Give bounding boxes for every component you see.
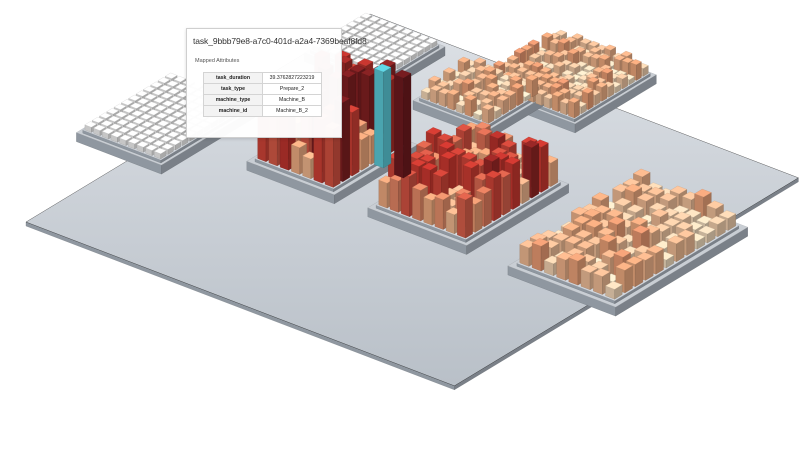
selected-task-bar[interactable] [374, 63, 392, 169]
attribute-value: Prepare_2 [262, 83, 322, 95]
task-bar[interactable] [394, 69, 412, 179]
task-bar[interactable] [485, 170, 502, 222]
task-bar[interactable] [592, 268, 611, 295]
attribute-row: machine_id Machine_B_2 [203, 105, 322, 117]
attribute-value: Machine_B_2 [262, 105, 322, 117]
attribute-row: task_duration 39.3762827223219 [203, 72, 322, 84]
task-bar[interactable] [153, 147, 167, 160]
task-bar[interactable] [525, 74, 539, 98]
task-bar[interactable] [481, 103, 495, 124]
task-bar[interactable] [568, 97, 580, 119]
task-bar[interactable] [605, 281, 623, 300]
tooltip-title: task_9bbb79e8-a7c0-401d-a2a4-7369beaf8fd… [193, 36, 367, 46]
task-bar[interactable] [93, 124, 106, 136]
task-bar[interactable] [551, 91, 564, 112]
task-bar[interactable] [397, 54, 410, 66]
task-tooltip: task_9bbb79e8-a7c0-401d-a2a4-7369beaf8fd… [186, 28, 367, 138]
attribute-value: 39.3762827223219 [262, 72, 322, 84]
attribute-key: machine_type [203, 94, 263, 106]
task-bar[interactable] [456, 192, 473, 239]
task-bar[interactable] [667, 235, 685, 262]
task-bar[interactable] [708, 216, 726, 238]
attribute-key: machine_id [203, 105, 263, 117]
task-bar[interactable] [559, 98, 572, 116]
attribute-value: Machine_B [262, 94, 322, 106]
attribute-key: task_type [203, 83, 263, 95]
attribute-row: machine_type Machine_B [203, 94, 322, 106]
attribute-key: task_duration [203, 72, 263, 84]
attributes-table: task_duration 39.3762827223219 task_type… [203, 72, 322, 117]
tooltip-section-label: Mapped Attributes [195, 58, 240, 64]
attribute-row: task_type Prepare_2 [203, 83, 322, 95]
